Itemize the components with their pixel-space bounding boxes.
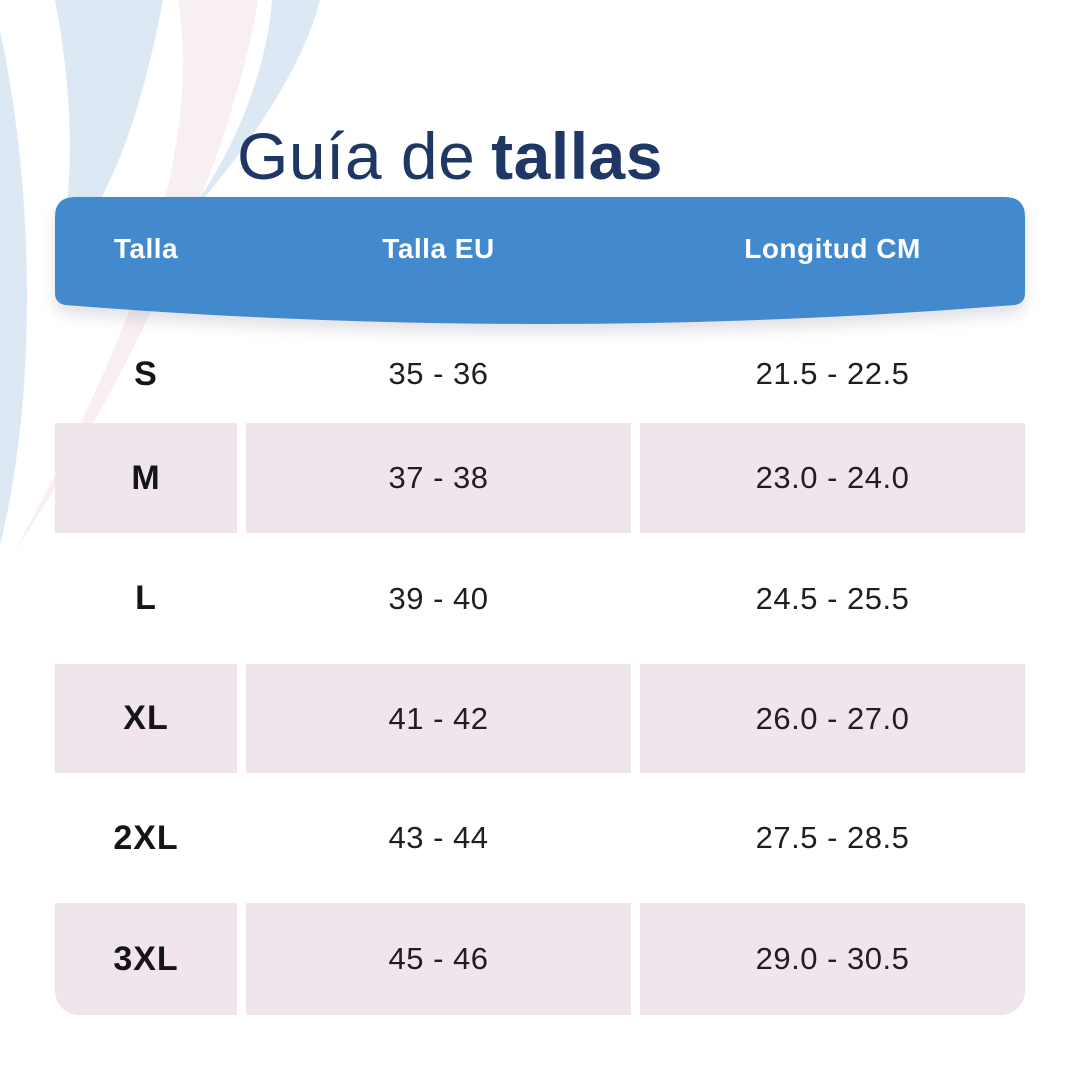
length-cell: 27.5 - 28.5 (640, 773, 1025, 903)
eu-size-cell: 35 - 36 (246, 325, 631, 423)
length-cell: 26.0 - 27.0 (640, 664, 1025, 773)
table-rows: S 35 - 36 21.5 - 22.5 M 37 - 38 23.0 - 24.0 L 3… (55, 325, 1025, 1015)
eu-size-cell: 45 - 46 (246, 903, 631, 1015)
header-cell-talla-eu: Talla EU (382, 233, 495, 264)
eu-size-cell-text: 45 - 46 (388, 941, 489, 976)
table-header: Talla Talla EU Longitud CM (55, 197, 1025, 332)
length-cell-text: 29.0 - 30.5 (755, 941, 910, 976)
eu-size-cell: 39 - 40 (246, 533, 631, 664)
size-cell-text: XL (123, 699, 169, 737)
size-cell: S (55, 325, 237, 423)
table-row: XL 41 - 42 26.0 - 27.0 (55, 664, 1025, 773)
length-cell-text: 24.5 - 25.5 (755, 580, 910, 616)
length-cell-text: 23.0 - 24.0 (755, 460, 910, 495)
length-cell: 21.5 - 22.5 (640, 325, 1025, 423)
length-cell: 23.0 - 24.0 (640, 423, 1025, 533)
header-curved-background (55, 197, 1025, 324)
size-cell: L (55, 533, 237, 664)
size-cell-text: 2XL (113, 818, 179, 857)
table-row: 2XL 43 - 44 27.5 - 28.5 (55, 773, 1025, 903)
wave-swirl-decoration (0, 0, 320, 552)
eu-size-cell-text: 43 - 44 (388, 820, 489, 855)
size-cell-text: 3XL (113, 939, 179, 978)
size-cell-text: S (134, 354, 158, 393)
eu-size-cell-text: 39 - 40 (388, 580, 489, 616)
eu-size-cell: 41 - 42 (246, 664, 631, 773)
table-row: M 37 - 38 23.0 - 24.0 (55, 423, 1025, 533)
size-cell: 2XL (55, 773, 237, 903)
eu-size-cell: 43 - 44 (246, 773, 631, 903)
title-regular: Guía de (237, 119, 476, 194)
header-labels: Talla Talla EU Longitud CM (55, 197, 1025, 301)
header-cell-longitud: Longitud CM (744, 233, 921, 264)
size-cell-text: M (131, 458, 161, 497)
table-row: 3XL 45 - 46 29.0 - 30.5 (55, 903, 1025, 1015)
length-cell-text: 27.5 - 28.5 (755, 820, 910, 855)
size-cell: XL (55, 664, 237, 773)
size-cell-text: L (135, 579, 157, 617)
title-bold: tallas (491, 119, 663, 194)
table-row: S 35 - 36 21.5 - 22.5 (55, 325, 1025, 423)
eu-size-cell-text: 35 - 36 (388, 356, 489, 391)
eu-size-cell-text: 41 - 42 (388, 700, 489, 736)
eu-size-cell-text: 37 - 38 (388, 460, 489, 495)
length-cell-text: 21.5 - 22.5 (755, 356, 910, 391)
size-cell: 3XL (55, 903, 237, 1015)
table-row: L 39 - 40 24.5 - 25.5 (55, 533, 1025, 664)
length-cell-text: 26.0 - 27.0 (755, 700, 910, 736)
page-title: Guía de tallas (237, 120, 663, 192)
length-cell: 24.5 - 25.5 (640, 533, 1025, 664)
eu-size-cell: 37 - 38 (246, 423, 631, 533)
size-cell: M (55, 423, 237, 533)
length-cell: 29.0 - 30.5 (640, 903, 1025, 1015)
header-cell-talla: Talla (113, 233, 179, 264)
